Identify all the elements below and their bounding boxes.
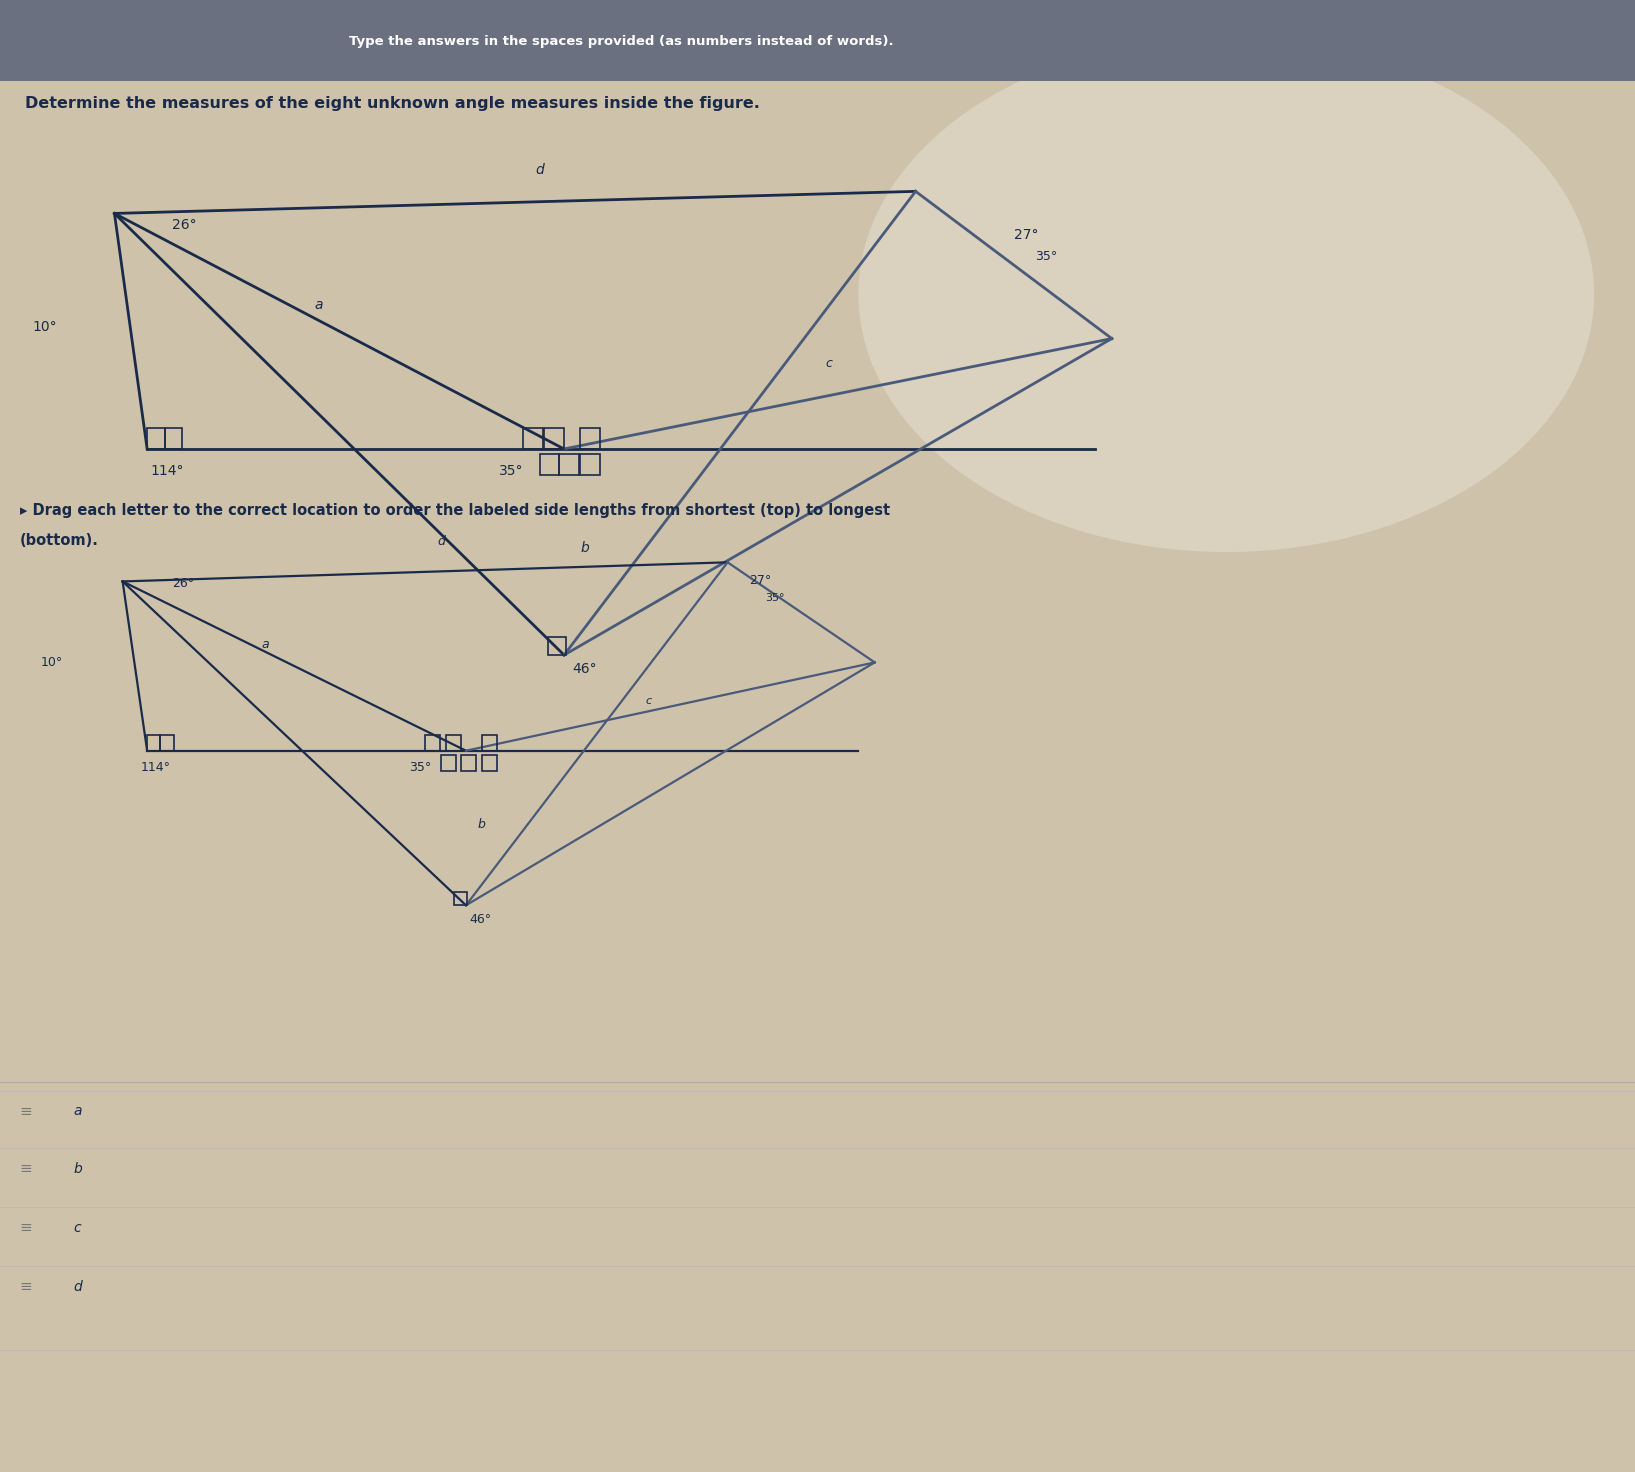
Text: c: c — [826, 358, 832, 369]
Text: 114°: 114° — [150, 464, 183, 478]
Bar — [523, 428, 543, 449]
Text: 114°: 114° — [141, 761, 170, 774]
Bar — [482, 755, 497, 771]
Bar — [482, 735, 497, 751]
Text: 27°: 27° — [749, 574, 772, 587]
Bar — [544, 428, 564, 449]
Text: 35°: 35° — [499, 464, 523, 478]
Bar — [147, 428, 165, 449]
Bar — [425, 735, 440, 751]
Text: b: b — [580, 540, 589, 555]
Bar — [559, 455, 579, 475]
Text: b: b — [477, 818, 486, 830]
Text: 10°: 10° — [33, 319, 57, 334]
Text: d: d — [438, 534, 445, 548]
Text: 10°: 10° — [41, 657, 64, 668]
Text: b: b — [74, 1161, 82, 1176]
Bar — [455, 892, 468, 905]
Bar — [540, 455, 559, 475]
Text: d: d — [535, 162, 544, 177]
Bar — [147, 735, 160, 751]
Text: ≡: ≡ — [20, 1220, 33, 1235]
Text: a: a — [314, 297, 324, 312]
Text: a: a — [262, 639, 268, 651]
Bar — [580, 455, 600, 475]
Text: (bottom).: (bottom). — [20, 533, 98, 548]
Text: d: d — [74, 1279, 82, 1294]
Text: 35°: 35° — [409, 761, 432, 774]
Text: ≡: ≡ — [20, 1279, 33, 1294]
Text: ▸ Drag each letter to the correct location to order the labeled side lengths fro: ▸ Drag each letter to the correct locati… — [20, 503, 889, 518]
Text: Type the answers in the spaces provided (as numbers instead of words).: Type the answers in the spaces provided … — [348, 35, 894, 47]
Text: c: c — [74, 1220, 82, 1235]
Text: ≡: ≡ — [20, 1161, 33, 1176]
Ellipse shape — [858, 37, 1594, 552]
Bar — [446, 735, 461, 751]
Text: 26°: 26° — [172, 577, 195, 590]
Bar — [165, 428, 183, 449]
Bar — [580, 428, 600, 449]
Text: ≡: ≡ — [20, 1104, 33, 1119]
Text: c: c — [646, 696, 652, 705]
Text: 27°: 27° — [1014, 228, 1038, 243]
Bar — [0, 0, 1635, 81]
Text: a: a — [74, 1104, 82, 1119]
Text: 46°: 46° — [572, 662, 597, 677]
Text: 35°: 35° — [1035, 250, 1058, 263]
Bar — [548, 637, 566, 655]
Text: 46°: 46° — [469, 913, 492, 926]
Text: Determine the measures of the eight unknown angle measures inside the figure.: Determine the measures of the eight unkn… — [25, 96, 759, 110]
Bar — [461, 755, 476, 771]
Bar — [441, 755, 456, 771]
Text: 35°: 35° — [765, 593, 785, 604]
Bar — [160, 735, 173, 751]
Text: 26°: 26° — [172, 218, 196, 233]
